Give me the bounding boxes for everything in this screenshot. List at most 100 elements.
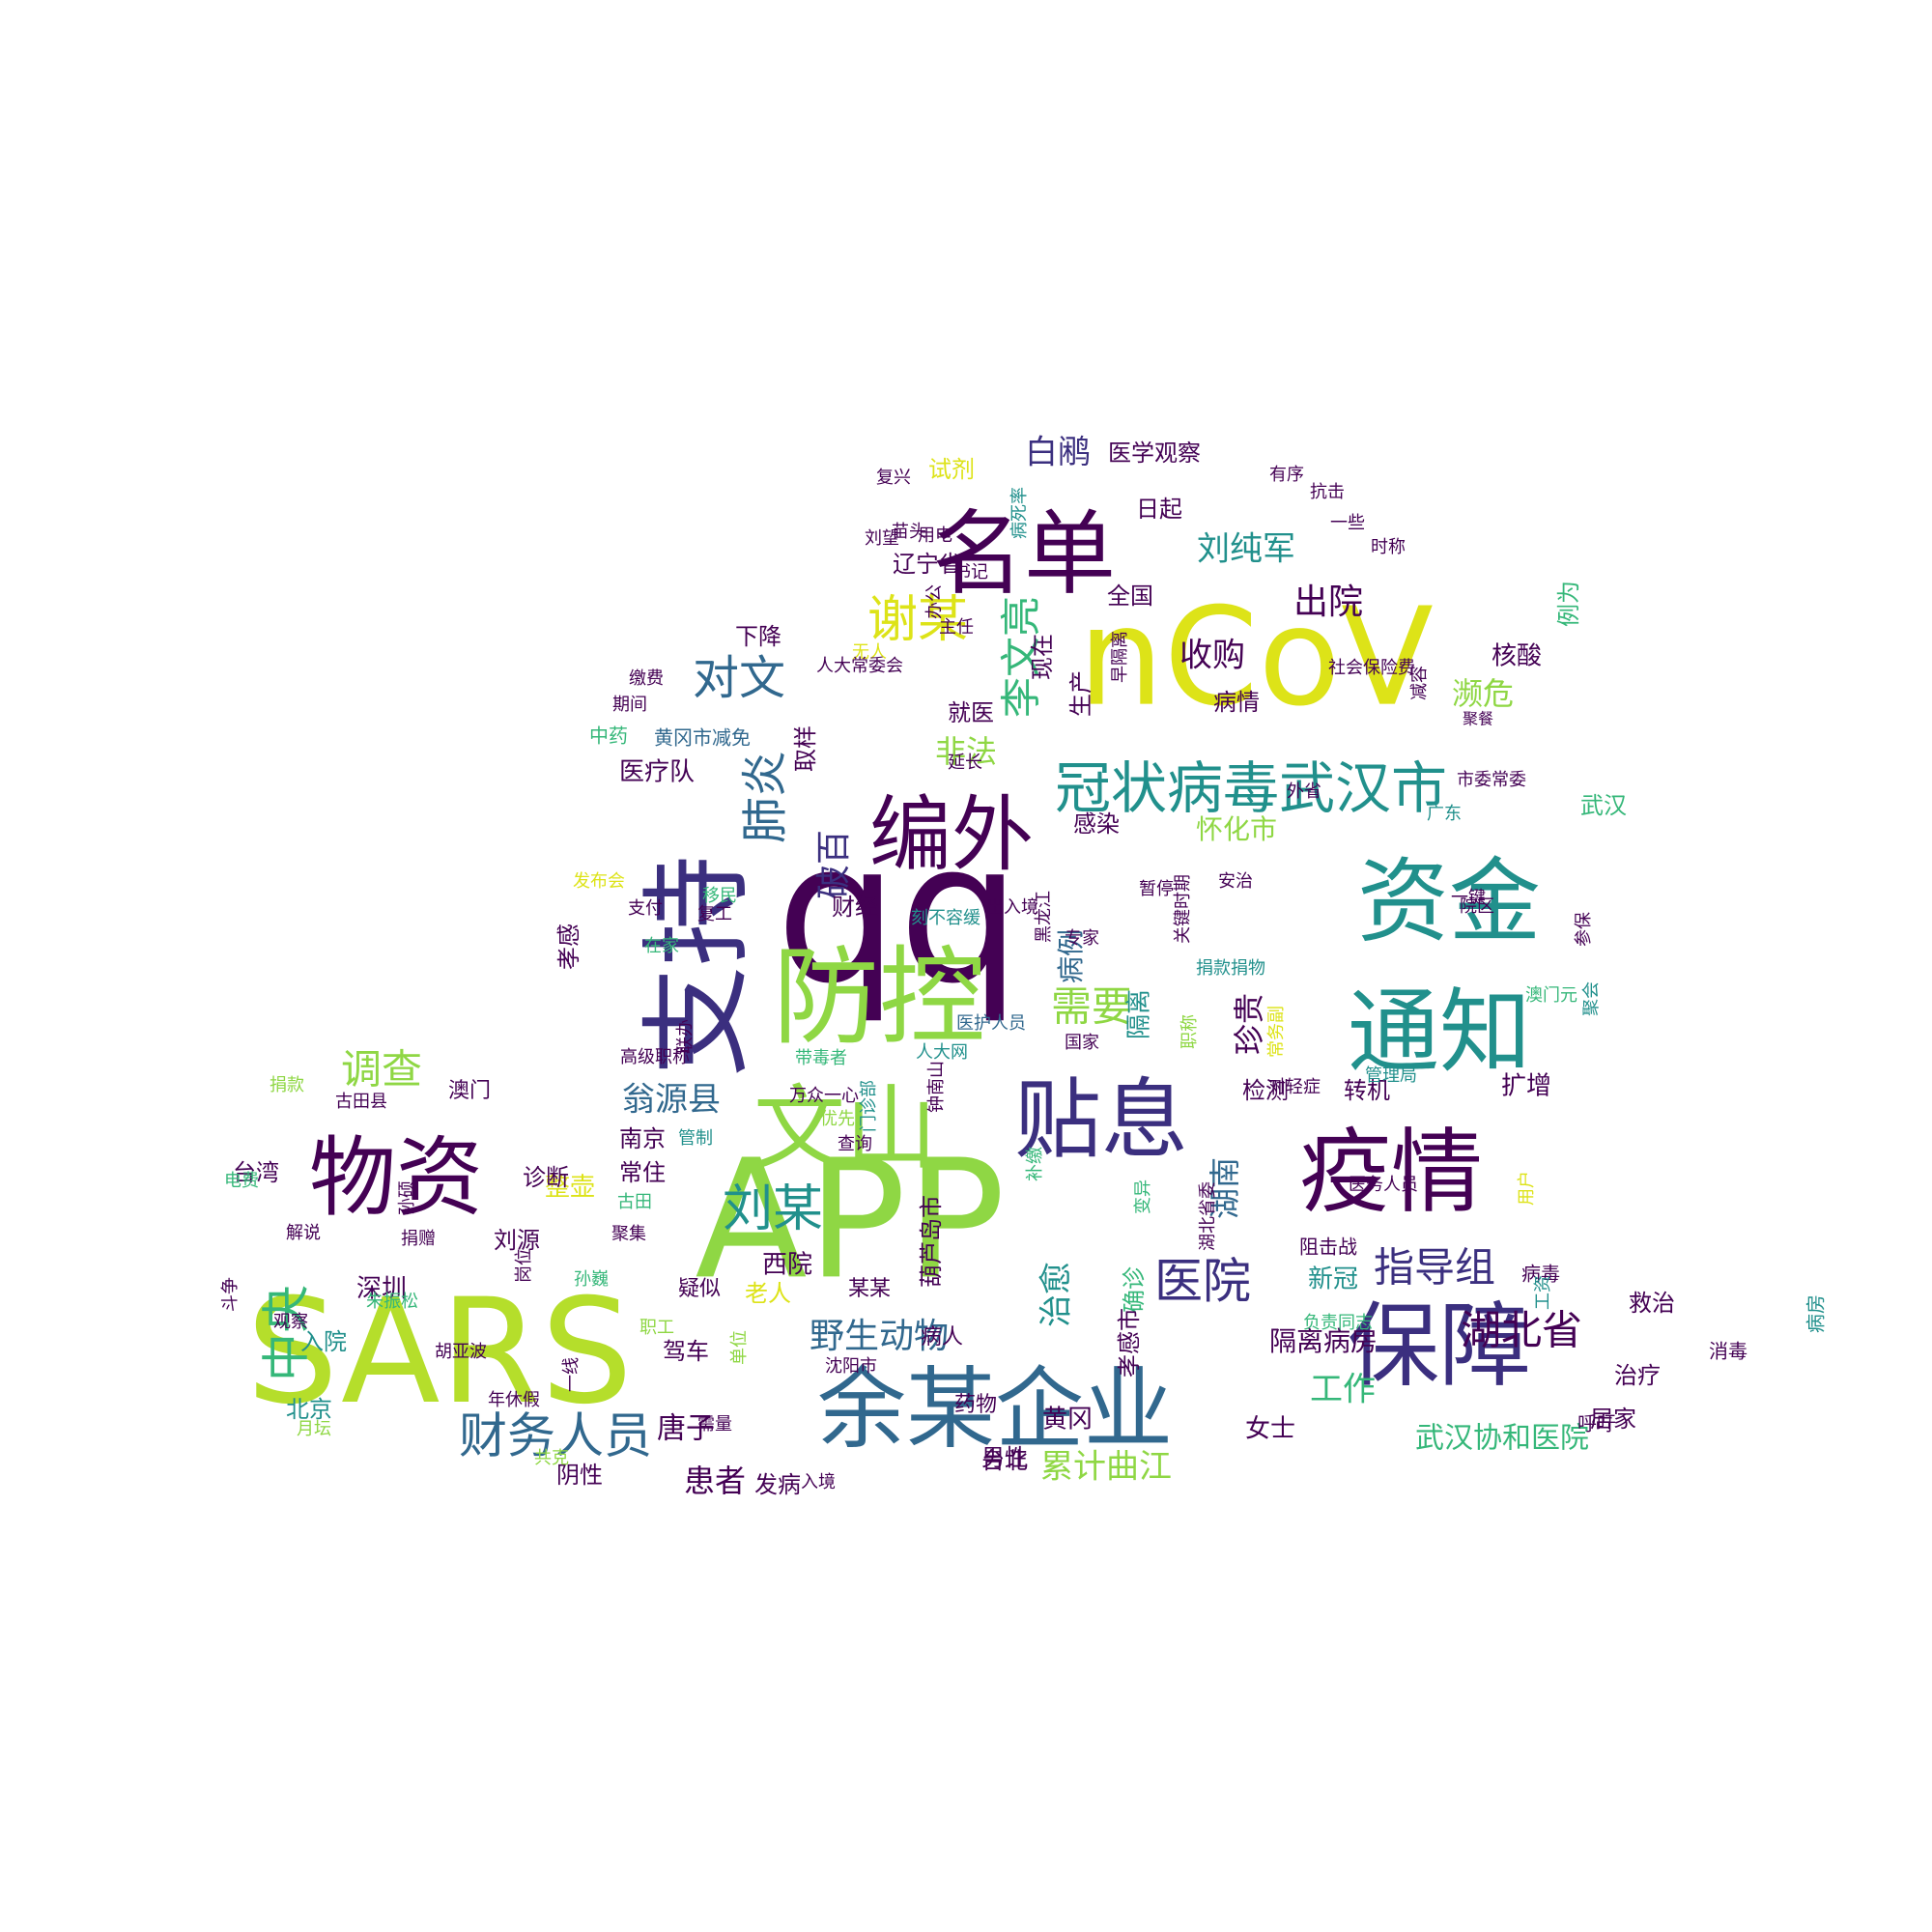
word-162: 支付	[628, 898, 663, 919]
word-25: 肺炎	[738, 751, 792, 843]
word-185: 书记	[953, 562, 988, 582]
word-88: 下降	[735, 623, 781, 650]
word-120: 古田县	[335, 1092, 387, 1112]
word-118: 捐赠	[401, 1229, 436, 1249]
word-63: 感染	[1073, 810, 1120, 838]
word-179: 社会保险费	[1328, 658, 1415, 678]
word-95: 现在	[1029, 634, 1056, 680]
word-132: 一线	[561, 1357, 582, 1392]
word-189: 苗头	[892, 522, 926, 542]
word-171: 聚会	[1581, 981, 1602, 1016]
word-44: 患者	[684, 1463, 746, 1499]
word-109: 入境	[801, 1472, 836, 1492]
word-161: 在家	[644, 936, 679, 956]
word-87: 辽宁省	[893, 551, 962, 578]
word-81: 取样	[792, 725, 819, 772]
word-130: 需量	[697, 1414, 732, 1435]
word-21: 中央	[259, 1285, 315, 1381]
word-9: 名单	[932, 501, 1116, 608]
word-106: 消毒	[1709, 1340, 1747, 1363]
word-192: 抗击	[1310, 482, 1345, 502]
word-48: 唐子	[657, 1412, 715, 1446]
word-188: 病死率	[1009, 487, 1030, 539]
word-98: 病人	[921, 1325, 963, 1350]
word-80: 葫芦岛市	[918, 1195, 945, 1288]
word-145: 变异	[1133, 1179, 1153, 1214]
word-71: 刘源	[494, 1227, 540, 1254]
word-65: 转机	[1344, 1077, 1390, 1104]
word-127: 职工	[639, 1318, 674, 1338]
word-89: 财经	[832, 894, 878, 921]
word-191: 有序	[1269, 465, 1304, 485]
word-35: 收购	[1179, 637, 1245, 675]
word-104: 阻击战	[1299, 1236, 1357, 1259]
word-29: 指导组	[1374, 1244, 1495, 1292]
word-36: 翁源县	[622, 1081, 721, 1120]
word-73: 北京	[286, 1396, 332, 1423]
word-78: 确诊	[1121, 1266, 1148, 1313]
word-94: 生产	[1067, 670, 1094, 717]
word-37: 治愈	[1037, 1262, 1076, 1327]
word-62: 就医	[948, 699, 994, 726]
word-49: 病例	[1055, 929, 1087, 983]
word-184: 办公	[924, 584, 945, 619]
word-72: 诊断	[523, 1164, 569, 1191]
word-168: 一键	[1451, 888, 1486, 908]
word-43: 非法	[935, 733, 997, 770]
word-38: 湖南	[1207, 1157, 1243, 1219]
word-64: 检测	[1242, 1077, 1289, 1104]
word-74: 老人	[745, 1280, 791, 1307]
word-172: 澳门元	[1525, 985, 1577, 1006]
word-139: 门诊部	[859, 1080, 879, 1132]
word-156: 专家	[1065, 928, 1099, 949]
word-148: 常务副	[1266, 1006, 1287, 1058]
word-8: 通知	[1348, 980, 1531, 1086]
word-111: 月坛	[297, 1419, 331, 1439]
word-84: 医学观察	[1108, 440, 1201, 467]
word-115: 电费	[224, 1171, 259, 1191]
word-151: 用户	[1517, 1171, 1537, 1206]
word-160: 刻不容缓	[911, 908, 980, 928]
word-57: 新冠	[1308, 1265, 1358, 1294]
word-119: 捐款	[270, 1075, 304, 1095]
word-53: 深圳	[356, 1275, 407, 1304]
word-190: 复兴	[876, 468, 911, 488]
word-97: 药物	[954, 1393, 997, 1417]
word-100: 疑似	[678, 1277, 721, 1301]
word-47: 隔离病房	[1269, 1325, 1378, 1357]
word-24: 对文	[693, 651, 785, 705]
word-27: 调查	[341, 1046, 422, 1094]
word-46: 怀化市	[1196, 813, 1277, 845]
word-group: qq APP SARS nCoV 支持 防控 资金通知 名单疫情保障余某企业 文山 贴息物资 编外冠…	[220, 434, 1828, 1500]
word-51: 整壶	[545, 1174, 595, 1203]
word-83: 武汉	[1580, 792, 1627, 819]
word-163: 发布会	[573, 871, 625, 892]
word-183: 主任	[939, 617, 974, 638]
word-2: APP	[695, 1124, 1005, 1316]
word-131: 年休假	[488, 1390, 540, 1410]
word-85: 试剂	[928, 456, 975, 483]
word-77: 入院	[300, 1328, 347, 1355]
word-180: 早隔离	[1110, 631, 1130, 683]
word-4: nCoV	[1078, 580, 1434, 737]
word-11: 保障	[1348, 1293, 1531, 1400]
word-125: 岗位	[514, 1248, 534, 1283]
word-19: 刘某	[723, 1180, 823, 1238]
word-105: 病毒	[1521, 1263, 1560, 1286]
word-7: 资金	[1357, 849, 1541, 955]
word-182: 人大常委会	[816, 656, 903, 676]
word-1: qq	[776, 802, 1021, 1027]
word-99: 某某	[848, 1277, 891, 1301]
word-112: 胡亚波	[435, 1342, 487, 1362]
word-174: 广东	[1427, 804, 1462, 824]
word-15: 物资	[309, 1127, 483, 1229]
word-13: 文山	[753, 1076, 937, 1182]
word-17: 冠状病毒武汉市	[1055, 755, 1447, 821]
word-76: 台湾	[233, 1159, 279, 1186]
word-173: 市委常委	[1457, 770, 1526, 790]
word-60: 常住	[619, 1159, 666, 1186]
word-116: 解说	[286, 1223, 321, 1243]
word-23: 医院	[1154, 1254, 1251, 1310]
word-108: 病房	[1804, 1294, 1828, 1333]
word-175: 外省	[1287, 781, 1321, 802]
